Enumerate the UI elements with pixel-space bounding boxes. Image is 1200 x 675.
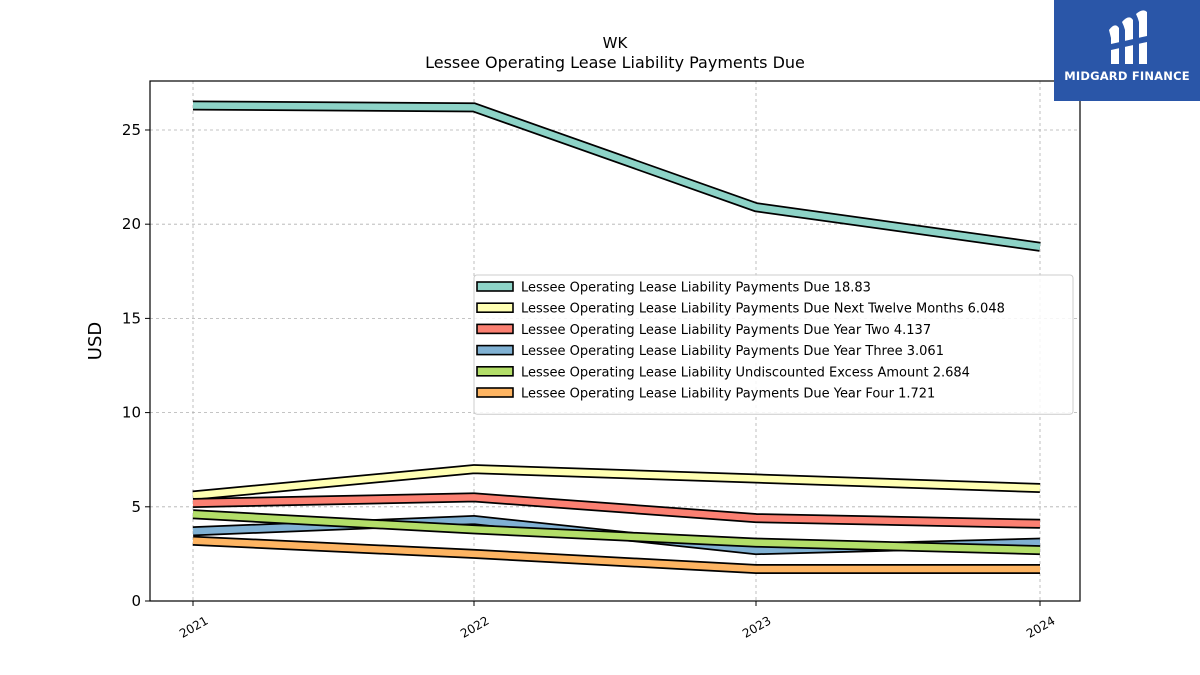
series-line-2 [192,494,1041,528]
x-tick-label: 2022 [458,613,491,640]
x-tick-label: 2024 [1024,613,1057,640]
logo-text: MIDGARD FINANCE [1064,69,1190,83]
legend-label: Lessee Operating Lease Liability Payment… [521,281,871,296]
x-tick-label: 2021 [177,613,210,640]
series-layer [192,100,1041,574]
y-axis-label: USD [85,322,106,360]
legend-box [473,274,1074,415]
plot-frame [149,80,1081,602]
y-tick-label: 0 [131,592,141,610]
chart-title: WK [603,34,629,52]
legend-label: Lessee Operating Lease Liability Payment… [521,323,931,338]
y-tick-label: 10 [122,404,141,422]
series-line-4 [192,511,1041,554]
legend-label: Lessee Operating Lease Liability Payment… [521,387,935,402]
series-outline-0 [192,100,1041,252]
legend-swatch [476,344,514,356]
y-tick-label: 15 [122,309,141,327]
legend-label: Lessee Operating Lease Liability Payment… [521,302,1005,317]
series-line-5 [192,537,1040,573]
y-tick-label: 25 [122,121,141,139]
legend-swatch [476,302,514,314]
y-tick-label: 5 [131,498,141,516]
y-tick-label: 20 [122,215,141,233]
legend-swatch [476,281,514,292]
legend-swatch [476,365,514,377]
legend-swatch [476,323,514,335]
legend: Lessee Operating Lease Liability Payment… [473,274,1074,415]
series-line-0 [192,102,1041,251]
legend-swatch [476,387,514,398]
chart-subtitle: Lessee Operating Lease Liability Payment… [425,53,805,72]
series-line-1 [192,465,1041,499]
legend-label: Lessee Operating Lease Liability Undisco… [521,365,970,380]
midgard-logo-icon [1109,10,1147,64]
legend-label: Lessee Operating Lease Liability Payment… [521,344,944,359]
brand-logo: MIDGARD FINANCE [1054,0,1200,101]
x-tick-label: 2023 [740,613,773,640]
